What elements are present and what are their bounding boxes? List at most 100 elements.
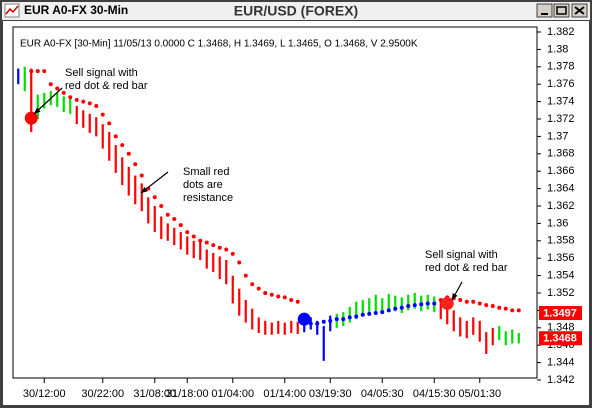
window-icon	[4, 3, 20, 18]
stop-dot	[29, 69, 34, 74]
stop-dot	[490, 304, 495, 309]
x-tick-label: 05/01:30	[458, 388, 501, 400]
stop-dot	[133, 162, 138, 167]
x-tick-label: 30/12:00	[23, 388, 66, 400]
x-tick-label: 01/14:00	[263, 388, 306, 400]
stop-dot	[42, 69, 47, 74]
stop-dot	[81, 99, 86, 104]
stop-dot	[315, 321, 320, 326]
price-tag-label: 1.3497	[543, 307, 577, 319]
stop-dot	[204, 240, 209, 245]
y-tick-label: 1.382	[547, 26, 575, 38]
stop-dot	[399, 305, 404, 310]
title-bar	[2, 2, 590, 20]
stop-dot	[334, 317, 339, 322]
annotation-arrowhead	[452, 293, 458, 300]
y-tick-label: 1.356	[547, 252, 575, 264]
stop-dot	[185, 230, 190, 235]
stop-dot	[191, 234, 196, 239]
stop-dot	[458, 297, 463, 302]
y-tick-label: 1.348	[547, 322, 575, 334]
stop-dot	[367, 311, 372, 316]
stop-dot	[380, 310, 385, 315]
x-tick-label: 04/15:30	[413, 388, 456, 400]
stop-dot	[516, 308, 521, 313]
annotation-arrowhead	[34, 107, 41, 114]
stop-dot	[484, 303, 489, 308]
stop-dot	[289, 297, 294, 302]
stop-dot	[373, 311, 378, 316]
stop-dot	[74, 97, 79, 102]
y-tick-label: 1.362	[547, 200, 575, 212]
x-tick-label: 31/08:00	[133, 388, 176, 400]
annotation-text: resistance	[183, 192, 233, 204]
stop-dot	[152, 195, 157, 200]
stop-dot	[295, 299, 300, 304]
stop-dot	[172, 217, 177, 222]
stop-dot	[263, 291, 268, 295]
stop-dot	[48, 82, 53, 87]
y-tick-label: 1.368	[547, 148, 575, 160]
y-tick-label: 1.352	[547, 287, 575, 299]
stop-dot	[107, 121, 112, 126]
x-tick-label: 01/04:00	[211, 388, 254, 400]
y-tick-label: 1.376	[547, 78, 575, 90]
info-line: EUR A0-FX [30-Min] 11/05/13 0.0000 C 1.3…	[20, 39, 418, 50]
stop-dot	[321, 319, 326, 324]
stop-dot	[139, 173, 144, 178]
stop-dot	[94, 103, 99, 108]
y-tick-label: 1.36	[547, 217, 568, 229]
stop-dot	[55, 86, 60, 91]
stop-dot	[250, 282, 255, 287]
minimize-button[interactable]	[536, 3, 553, 18]
stop-dot	[256, 286, 261, 291]
stop-dot	[35, 69, 40, 74]
signal-dot	[440, 296, 454, 310]
stop-dot	[328, 318, 333, 323]
stop-dot	[393, 306, 398, 311]
annotation-text: red dot & red bar	[65, 80, 148, 92]
y-tick-label: 1.354	[547, 270, 575, 282]
y-tick-label: 1.38	[547, 43, 568, 55]
x-tick-label: 03/19:30	[309, 388, 352, 400]
stop-dot	[100, 112, 105, 117]
stop-dot	[497, 305, 502, 310]
close-button[interactable]	[571, 3, 588, 18]
x-tick-label: 04/05:30	[361, 388, 404, 400]
y-tick-label: 1.378	[547, 61, 575, 73]
stop-dot	[165, 212, 170, 217]
y-tick-label: 1.344	[547, 357, 575, 369]
stop-dot	[230, 251, 235, 256]
stop-dot	[341, 317, 346, 322]
stop-dot	[87, 101, 92, 106]
stop-dot	[464, 299, 469, 304]
stop-dot	[471, 299, 476, 304]
stop-dot	[126, 151, 131, 156]
stop-dot	[510, 308, 515, 313]
stop-dot	[217, 245, 222, 250]
price-tag-label: 1.3468	[543, 333, 577, 345]
annotation-text: red dot & red bar	[425, 262, 508, 274]
maximize-button[interactable]	[553, 3, 570, 18]
stop-dot	[113, 134, 118, 139]
annotation-text: dots are	[183, 179, 223, 191]
signal-dot	[24, 111, 38, 125]
stop-dot	[61, 90, 66, 95]
signal-dot	[297, 312, 311, 326]
stop-dot	[159, 204, 164, 208]
y-tick-label: 1.372	[547, 113, 575, 125]
stop-dot	[269, 292, 274, 297]
stop-dot	[425, 301, 430, 306]
stop-dot	[406, 304, 411, 309]
y-tick-label: 1.366	[547, 165, 575, 177]
y-tick-label: 1.358	[547, 235, 575, 247]
y-tick-label: 1.364	[547, 183, 575, 195]
stop-dot	[347, 315, 352, 320]
stop-dot	[386, 308, 391, 313]
stop-dot	[282, 295, 287, 300]
x-tick-label: 31/18:00	[166, 388, 209, 400]
annotation-text: Sell signal with	[65, 67, 138, 79]
stop-dot	[68, 95, 73, 100]
annotation-text: Small red	[183, 166, 229, 178]
